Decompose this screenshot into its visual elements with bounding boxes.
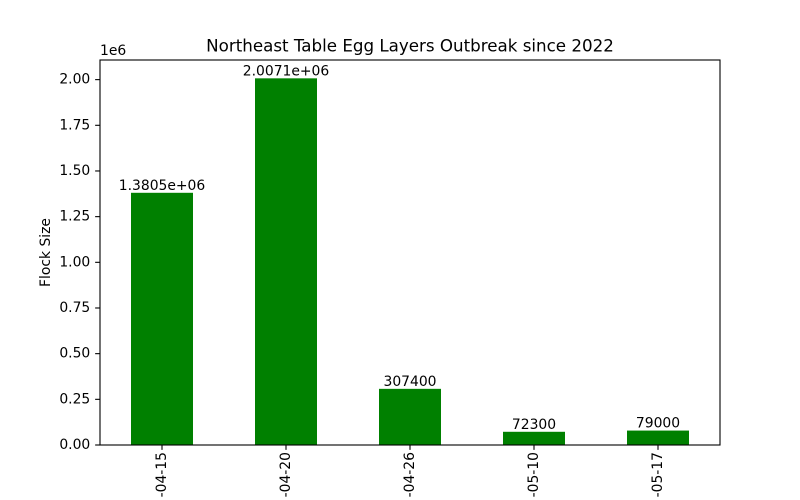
y-tick-label-4: 0.75 xyxy=(59,300,90,316)
bar-value-label-2: 2.0071e+06 xyxy=(243,63,329,79)
x-tick-label-1: -04-15 xyxy=(154,452,170,497)
y-tick-label-1: 0.00 xyxy=(59,437,90,453)
bar-value-label-1: 1.3805e+06 xyxy=(119,178,205,194)
y-tick-label-8: 1.75 xyxy=(59,117,90,133)
value-labels-group: 1.3805e+06 2.0071e+06 307400 72300 79000 xyxy=(119,63,680,432)
y-tick-label-9: 2.00 xyxy=(59,72,90,88)
bar-value-label-5: 79000 xyxy=(636,416,680,432)
bar-3 xyxy=(379,388,441,445)
y-axis: 0.00 0.25 0.50 0.75 1.00 1.25 1.50 1.75 2.00 xyxy=(59,72,100,453)
y-axis-offset-label: 1e6 xyxy=(100,43,126,59)
y-tick-label-6: 1.25 xyxy=(59,209,90,225)
y-tick-label-5: 1.00 xyxy=(59,254,90,270)
bar-1 xyxy=(131,192,193,445)
x-tick-label-4: -05-10 xyxy=(526,452,542,497)
y-tick-label-7: 1.50 xyxy=(59,163,90,179)
plot-frame xyxy=(99,59,721,446)
y-tick-label-2: 0.25 xyxy=(59,391,90,407)
y-tick-label-3: 0.50 xyxy=(59,346,90,362)
bars-group xyxy=(131,78,689,445)
bar-4 xyxy=(503,431,565,445)
y-axis-label: Flock Size xyxy=(38,218,54,287)
plot-background xyxy=(100,60,720,445)
x-axis: -04-15 -04-20 -04-26 -05-10 -05-17 xyxy=(154,445,666,497)
bar-value-label-3: 307400 xyxy=(383,374,436,390)
bar-5 xyxy=(627,430,689,445)
bar-value-label-4: 72300 xyxy=(512,417,556,433)
x-tick-label-5: -05-17 xyxy=(650,452,666,497)
x-tick-label-3: -04-26 xyxy=(402,452,418,497)
chart-title: Northeast Table Egg Layers Outbreak sinc… xyxy=(206,36,614,56)
x-tick-label-2: -04-20 xyxy=(278,452,294,497)
bar-2 xyxy=(255,78,317,445)
